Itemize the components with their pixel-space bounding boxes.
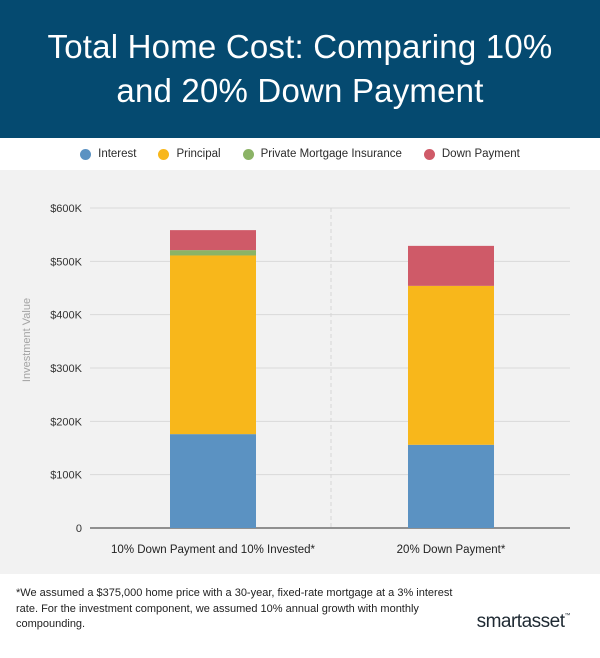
bar-segment-down-payment [408,245,494,286]
chart-title-line-1: Total Home Cost: Comparing 10% [47,28,553,65]
chart-legend: Interest Principal Private Mortgage Insu… [0,138,600,170]
y-tick-label: $300K [50,363,82,375]
y-tick-label: $100K [50,470,82,482]
bar-segment-down-payment [170,230,256,251]
bar-segment-interest [170,434,256,528]
y-axis-label: Investment Value [21,298,33,382]
y-tick-label: $400K [50,310,82,322]
plot-background [0,170,600,574]
y-tick-label: $600K [50,203,82,215]
legend-item-down-payment: Down Payment [423,148,520,160]
smartasset-logo: smartasset™ [476,611,571,633]
legend-item-principal: Principal [158,148,221,160]
legend-label-interest: Interest [98,148,137,160]
legend-label-down-payment: Down Payment [441,148,520,160]
legend-swatch-down-payment [423,148,435,160]
x-category-label: 10% Down Payment and 10% Invested* [111,544,315,556]
x-category-label: 20% Down Payment* [397,544,506,556]
bar-segment-interest [408,444,494,528]
chart-title-line-2: and 20% Down Payment [116,72,484,109]
legend-swatch-pmi [242,148,254,160]
y-tick-label: $200K [50,416,82,428]
bar-segment-principal [170,255,256,435]
legend-item-interest: Interest [80,148,136,160]
bar-segment-private-mortgage-insurance [170,250,256,256]
brand-name: smartasset [476,611,565,632]
bar-segment-principal [408,285,494,445]
y-tick-label: 0 [76,523,82,535]
legend-swatch-principal [158,148,170,160]
legend-label-pmi: Private Mortgage Insurance [260,148,402,160]
legend-item-pmi: Private Mortgage Insurance [242,148,402,160]
y-tick-label: $500K [50,256,82,268]
brand-trademark: ™ [564,613,571,619]
footnote: *We assumed a $375,000 home price with a… [16,587,453,630]
title-banner: Total Home Cost: Comparing 10% and 20% D… [0,0,600,138]
legend-label-principal: Principal [176,148,221,160]
legend-swatch-interest [80,148,92,160]
